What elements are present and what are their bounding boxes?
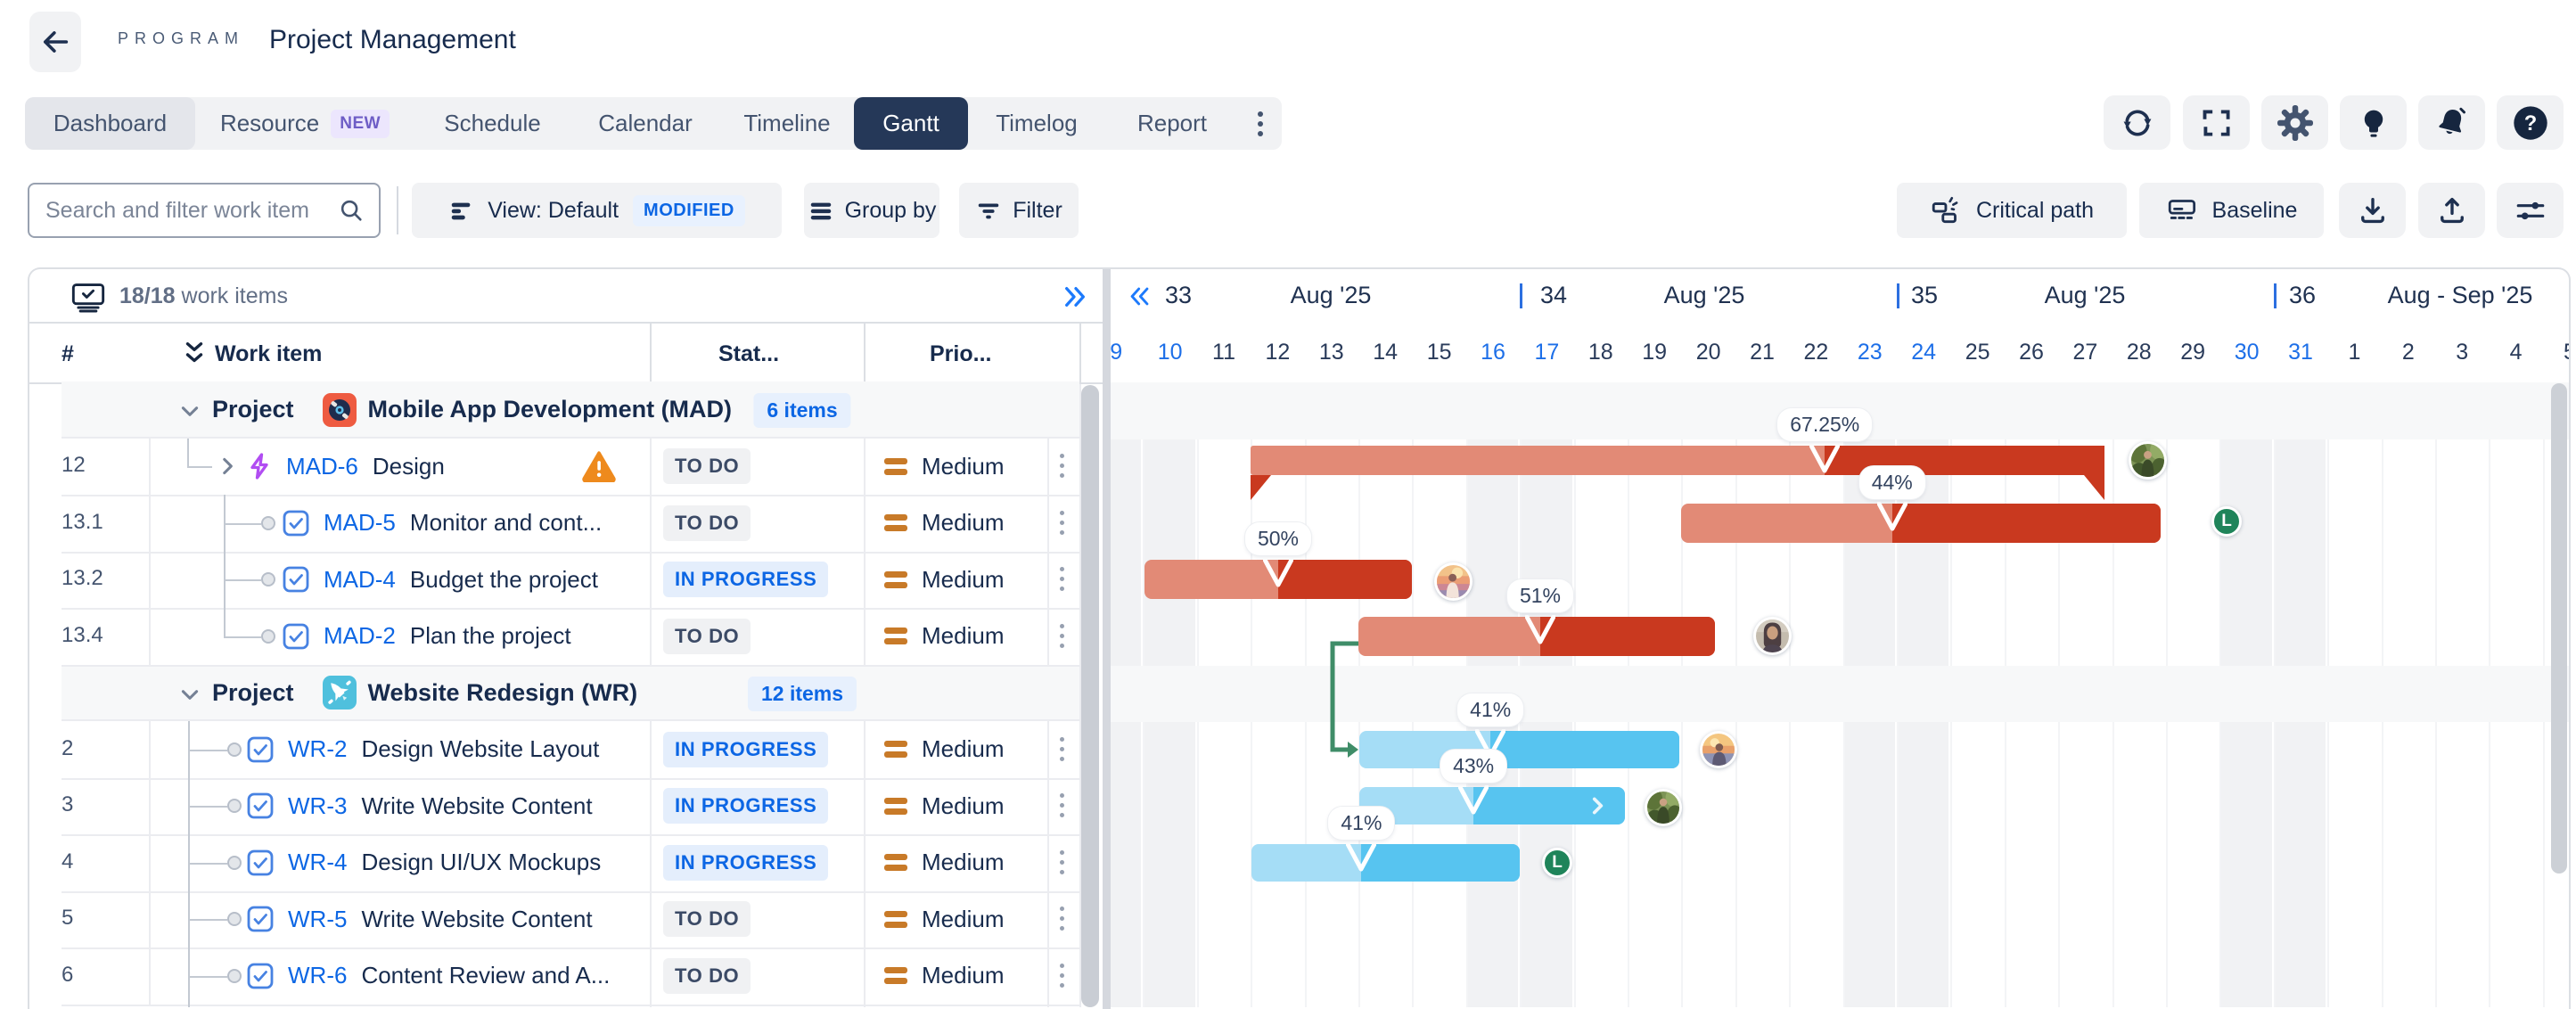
svg-text:?: ? [2523, 111, 2536, 135]
